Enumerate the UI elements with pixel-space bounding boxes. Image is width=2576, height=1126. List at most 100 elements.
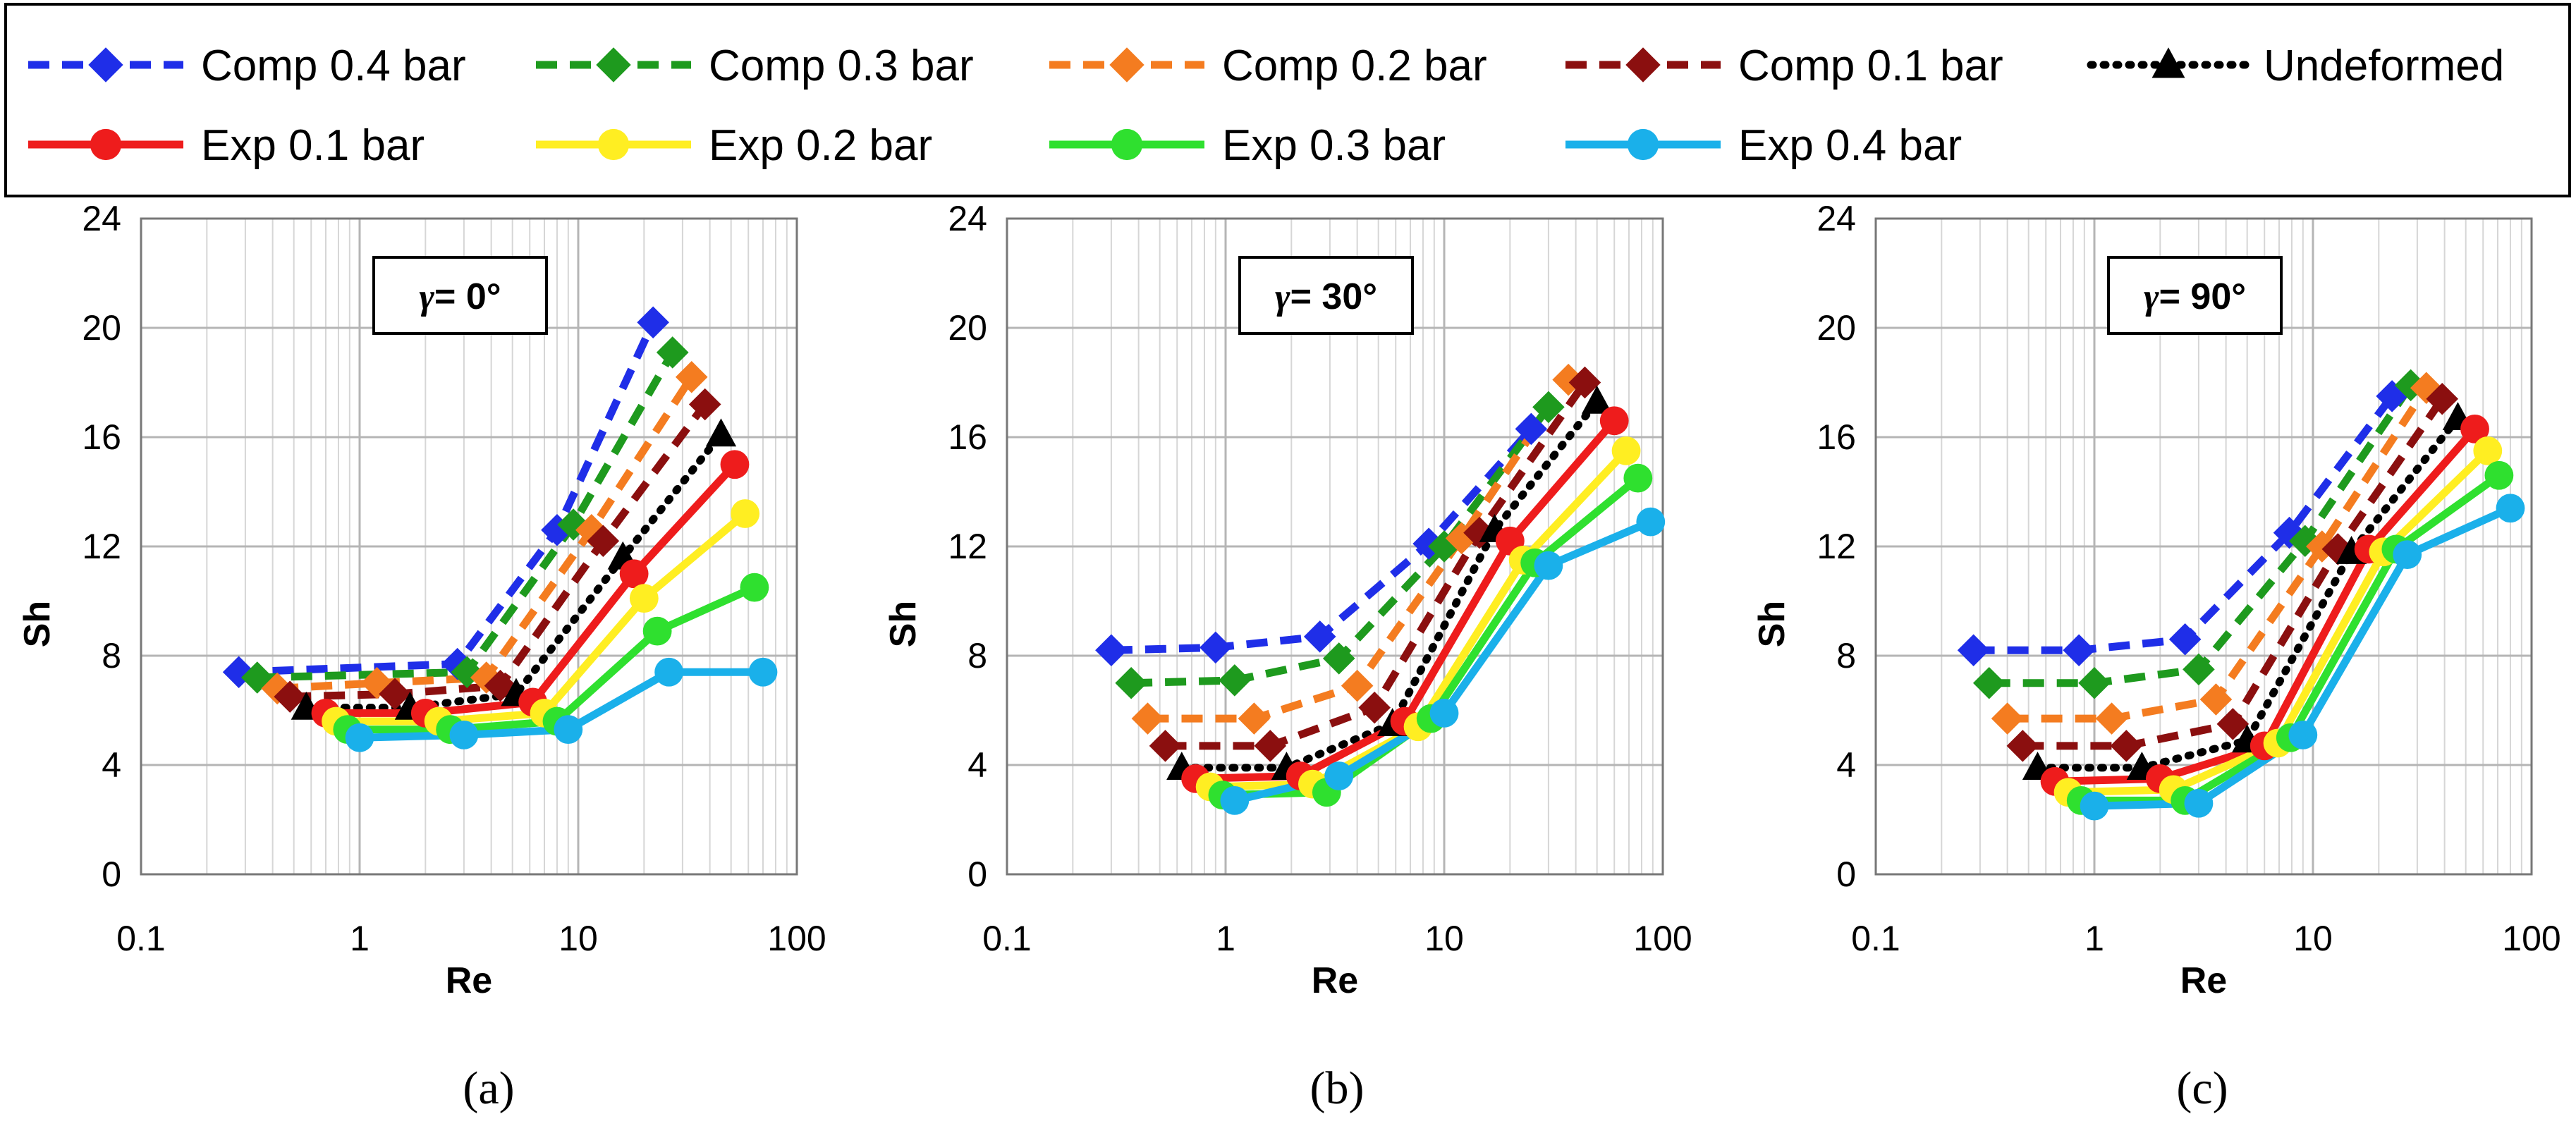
data-point-comp01 [2110, 730, 2143, 762]
y-tick-label: 24 [1817, 199, 1856, 238]
chart-panel-3: 0 4 8 12 16 20 24 0.1 1 10 100 Re Sh γ= 90° (c) [1752, 199, 2561, 1114]
data-point-comp01 [1568, 366, 1601, 399]
legend-entry-exp03: Exp 0.3 bar [1049, 121, 1446, 170]
y-axis-title: Sh [883, 601, 924, 647]
data-point-exp04 [2080, 791, 2109, 821]
gamma-label-box [2107, 256, 2283, 335]
data-point-comp04 [1303, 620, 1336, 653]
data-point-comp02 [1991, 702, 2024, 735]
data-point-comp01 [2321, 533, 2355, 565]
legend: Comp 0.4 bar Comp 0.3 bar Comp 0.2 bar Comp… [4, 3, 2571, 197]
data-point-exp04 [2184, 788, 2214, 818]
legend-marker-exp01 [90, 128, 122, 161]
data-point-comp04 [1957, 634, 1990, 667]
y-tick-label: 24 [82, 199, 121, 238]
legend-entry-comp04: Comp 0.4 bar [28, 42, 466, 90]
legend-label-exp03: Exp 0.3 bar [1222, 121, 1446, 170]
y-tick-label: 0 [967, 855, 987, 894]
x-axis-title: Re [446, 960, 492, 1001]
y-axis-title: Sh [1752, 601, 1793, 647]
data-point-comp02 [1131, 702, 1164, 735]
panel-caption: (a) [463, 1063, 514, 1114]
gamma-label: γ= 90° [2144, 276, 2246, 317]
legend-label-exp04: Exp 0.4 bar [1738, 121, 1962, 170]
data-point-comp02 [2306, 530, 2338, 563]
data-point-comp04 [2063, 634, 2095, 667]
x-tick-label: 10 [1424, 919, 1464, 958]
legend-entry-comp01: Comp 0.1 bar [1565, 42, 2003, 90]
y-tick-label: 4 [967, 745, 987, 785]
data-point-comp01 [2426, 382, 2459, 415]
data-point-exp04 [1429, 698, 1459, 728]
data-point-comp03 [1972, 666, 2006, 699]
legend-marker-comp02 [1109, 47, 1144, 82]
data-point-comp02 [2095, 702, 2128, 735]
data-point-comp04 [2168, 623, 2202, 656]
legend-marker-comp04 [88, 47, 123, 82]
x-tick-label: 10 [558, 919, 598, 958]
legend-marker-comp01 [1625, 47, 1661, 82]
y-axis-title: Sh [17, 601, 58, 647]
data-point-comp03 [2394, 369, 2427, 402]
data-point-comp02 [1445, 522, 1478, 555]
data-point-comp04 [1200, 631, 1232, 664]
data-point-comp03 [656, 336, 689, 369]
data-point-exp02 [2473, 436, 2503, 465]
data-point-comp01 [379, 678, 411, 711]
data-point-exp04 [449, 720, 479, 749]
x-tick-label: 1 [350, 919, 370, 958]
series-line-comp04 [238, 320, 657, 676]
data-point-comp03 [1115, 666, 1147, 699]
data-point-undef [705, 418, 737, 447]
y-tick-label: 8 [1836, 636, 1856, 675]
gamma-value: = 0° [434, 276, 501, 317]
data-point-comp03 [2288, 525, 2321, 558]
y-tick-label: 4 [1836, 745, 1856, 785]
panel-caption: (c) [2176, 1063, 2228, 1114]
gamma-label: γ= 30° [1275, 276, 1377, 317]
data-point-comp04 [222, 656, 255, 689]
x-tick-label: 0.1 [1851, 919, 1900, 958]
data-point-exp04 [654, 657, 684, 687]
legend-entry-exp02: Exp 0.2 bar [536, 121, 932, 170]
data-point-comp02 [675, 360, 708, 393]
plot-frame [140, 217, 798, 876]
data-point-comp01 [2216, 708, 2250, 740]
data-point-exp04 [554, 715, 583, 745]
y-tick-label: 24 [948, 199, 987, 238]
legend-entry-exp04: Exp 0.4 bar [1565, 121, 1962, 170]
data-point-comp04 [637, 306, 669, 339]
chart-panel-2: 0 4 8 12 16 20 24 0.1 1 10 100 Re Sh γ= 30° (b) [883, 199, 1692, 1114]
y-tick-label: 12 [948, 527, 987, 566]
legend-label-exp02: Exp 0.2 bar [709, 121, 932, 170]
data-point-exp01 [720, 450, 750, 479]
data-point-exp04 [1220, 785, 1250, 815]
legend-entry-exp01: Exp 0.1 bar [28, 121, 425, 170]
gamma-value: = 30° [1290, 276, 1377, 317]
legend-entry-comp02: Comp 0.2 bar [1049, 42, 1487, 90]
x-tick-label: 1 [2084, 919, 2104, 958]
data-point-exp04 [1534, 551, 1563, 580]
data-point-exp04 [748, 657, 778, 687]
legend-entry-undef: Undeformed [2087, 42, 2504, 90]
legend-label-comp04: Comp 0.4 bar [201, 42, 466, 90]
data-point-comp03 [240, 661, 274, 694]
y-tick-label: 4 [102, 745, 121, 785]
data-point-comp03 [1219, 664, 1251, 697]
legend-marker-comp03 [596, 47, 631, 82]
gamma-label-box [372, 256, 548, 335]
y-tick-label: 8 [102, 636, 121, 675]
data-point-comp02 [2199, 683, 2233, 716]
series-line-comp03 [257, 350, 676, 682]
legend-label-exp01: Exp 0.1 bar [201, 121, 425, 170]
data-point-comp04 [1515, 412, 1548, 446]
y-tick-label: 16 [82, 417, 121, 457]
data-point-exp02 [629, 584, 659, 613]
data-point-exp04 [2393, 540, 2422, 570]
data-point-comp01 [688, 388, 721, 421]
y-tick-label: 0 [102, 855, 121, 894]
data-point-exp03 [740, 573, 769, 602]
y-tick-label: 0 [1836, 855, 1856, 894]
data-point-exp03 [1623, 463, 1653, 493]
